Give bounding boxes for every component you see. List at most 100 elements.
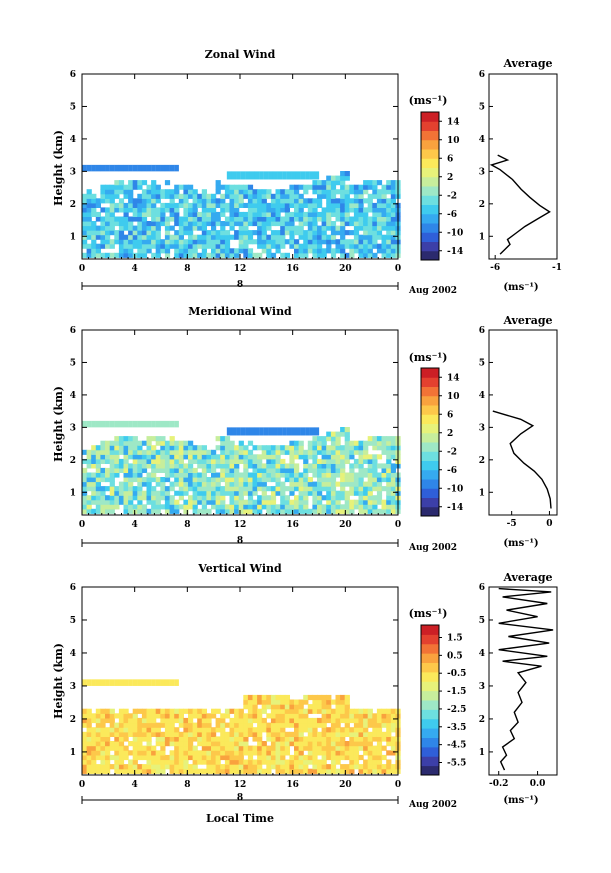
heatmap-cell xyxy=(155,708,161,714)
heatmap-cell xyxy=(100,717,106,724)
heatmap-cell xyxy=(91,768,97,774)
heatmap-cell xyxy=(141,727,148,733)
profile-frame xyxy=(488,329,558,516)
heatmap-cell xyxy=(86,252,92,258)
heatmap-cell xyxy=(284,508,290,514)
heatmap-cell xyxy=(82,225,88,231)
heatmap-cell xyxy=(174,463,180,469)
heatmap-cell xyxy=(298,211,304,217)
heatmap-cell xyxy=(178,750,184,756)
heatmap-cell xyxy=(183,207,189,213)
heatmap-cell xyxy=(164,239,171,245)
heatmap-cell xyxy=(86,420,92,428)
heatmap-cell xyxy=(229,184,235,190)
heatmap-cell xyxy=(169,759,175,765)
heatmap-cell xyxy=(197,490,203,496)
heatmap-cell xyxy=(317,694,323,701)
heatmap-cell xyxy=(206,454,212,460)
heatmap-cell xyxy=(266,225,272,231)
heatmap-cell xyxy=(317,440,323,446)
heatmap-cell xyxy=(340,477,346,483)
heatmap-cell xyxy=(298,198,304,204)
heatmap-cell xyxy=(390,225,396,231)
heatmap-cell xyxy=(86,198,92,204)
heatmap-cell xyxy=(381,248,387,254)
heatmap-cell xyxy=(118,750,125,756)
heatmap-cell xyxy=(183,741,189,747)
heatmap-cell xyxy=(155,243,161,249)
heatmap-cell xyxy=(234,504,240,510)
heatmap-cell xyxy=(82,736,88,742)
heatmap-cell xyxy=(340,694,346,701)
heatmap-cell xyxy=(349,184,355,190)
heatmap-cell xyxy=(381,764,387,770)
heatmap-cell xyxy=(188,202,194,208)
heatmap-cell xyxy=(257,736,263,742)
heatmap-cell xyxy=(169,736,175,742)
heatmap-cell xyxy=(376,180,383,186)
heatmap-cell xyxy=(132,467,138,473)
heatmap-cell xyxy=(95,481,101,487)
heatmap-cell xyxy=(367,736,373,742)
heatmap-cell xyxy=(303,202,309,208)
heatmap-cell xyxy=(114,207,120,213)
heatmap-cell xyxy=(312,184,318,190)
heatmap-cell xyxy=(317,490,323,496)
heatmap-cell xyxy=(340,198,346,204)
heatmap-cell xyxy=(243,750,249,756)
heatmap-cell xyxy=(178,458,184,464)
heatmap-cell xyxy=(349,454,355,460)
heatmap-cell xyxy=(160,211,166,217)
heatmap-cell xyxy=(215,221,221,227)
heatmap-cell xyxy=(100,731,106,737)
heatmap-cell xyxy=(386,722,392,728)
heatmap-cell xyxy=(188,248,194,254)
heatmap-cell xyxy=(220,731,226,737)
heatmap-cell xyxy=(160,193,166,199)
heatmap-cell xyxy=(201,445,207,451)
heatmap-cell xyxy=(270,221,277,227)
heatmap-cell xyxy=(155,252,161,258)
heatmap-cell xyxy=(349,445,355,451)
heatmap-cell xyxy=(234,722,240,728)
heatmap-cell xyxy=(363,180,369,186)
heatmap-cell xyxy=(266,704,272,710)
heatmap-cell xyxy=(243,481,249,487)
heatmap-cell xyxy=(303,722,309,728)
heatmap-cell xyxy=(224,741,231,747)
heatmap-cell xyxy=(224,745,231,751)
heatmap-cell xyxy=(234,741,240,747)
heatmap-cell xyxy=(160,481,166,487)
heatmap-cell xyxy=(234,750,240,756)
heatmap-cell xyxy=(137,449,143,455)
heatmap-cell xyxy=(234,198,240,204)
heatmap-cell xyxy=(169,239,175,245)
heatmap-cell xyxy=(275,193,281,199)
heatmap-cell xyxy=(146,764,152,770)
heatmap-cell xyxy=(363,717,369,724)
heatmap-cell xyxy=(109,727,115,733)
heatmap-cell xyxy=(109,243,115,249)
heatmap-cell xyxy=(188,764,194,770)
heatmap-cell xyxy=(303,467,309,473)
colorbar-swatch xyxy=(421,195,439,205)
heatmap-cell xyxy=(303,727,309,733)
heatmap-cell xyxy=(141,477,148,483)
heatmap-cell xyxy=(282,171,287,180)
heatmap-cell xyxy=(141,420,147,428)
heatmap-cell xyxy=(128,764,134,770)
colorbar-swatch xyxy=(421,709,439,720)
heatmap-cell xyxy=(146,495,152,501)
heatmap-cell xyxy=(330,234,337,240)
heatmap-cell xyxy=(240,427,246,436)
heatmap-cell xyxy=(141,495,148,501)
heatmap-cell xyxy=(376,202,383,208)
heatmap-cell xyxy=(91,731,97,737)
heatmap-cell xyxy=(247,202,254,208)
heatmap-cell xyxy=(252,717,258,724)
heatmap-cell xyxy=(376,207,383,213)
heatmap-cell xyxy=(201,467,207,473)
heatmap-cell xyxy=(118,481,125,487)
heatmap-cell xyxy=(114,472,120,478)
